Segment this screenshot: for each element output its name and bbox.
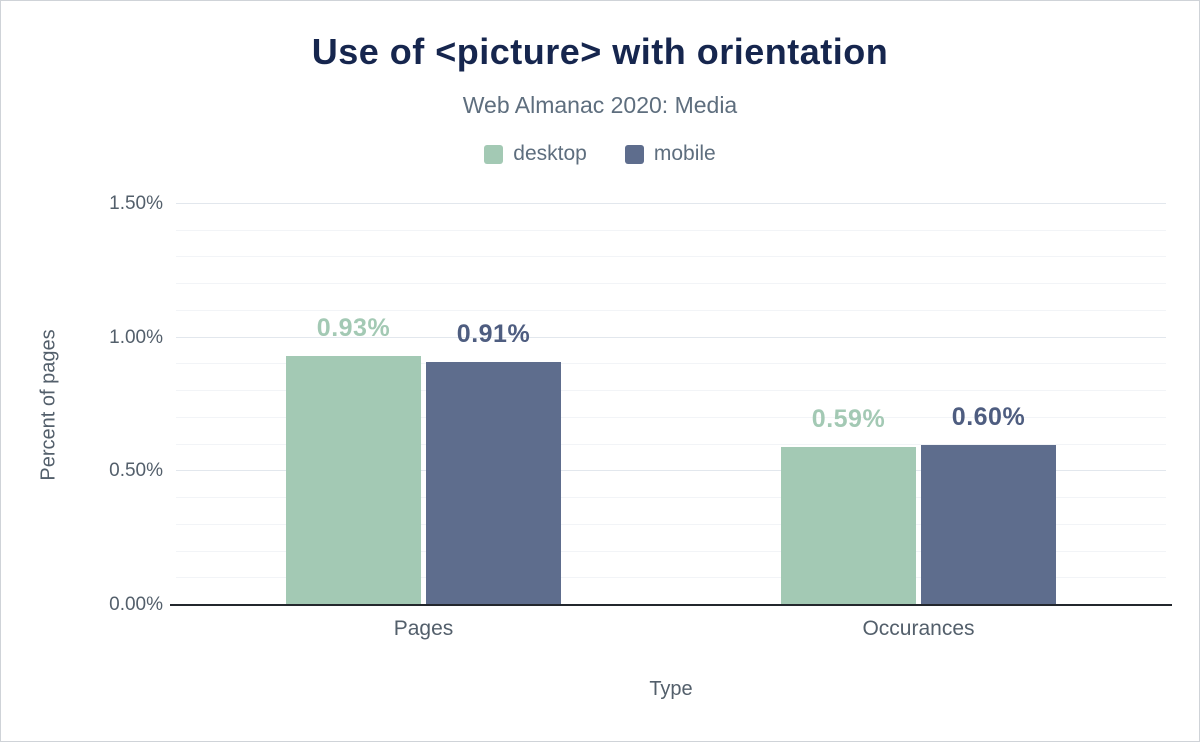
x-tick-label: Occurances <box>862 617 975 640</box>
plot-area: 0.93% 0.91% 0.59% 0.60% <box>170 203 1172 606</box>
x-tick-label: Pages <box>393 617 454 640</box>
minor-gridline <box>176 309 1166 311</box>
minor-gridline <box>176 283 1166 285</box>
legend-item-mobile[interactable]: mobile <box>624 142 716 166</box>
bar-group-pages: 0.93% 0.91% <box>176 204 671 605</box>
chart-subtitle: Web Almanac 2020: Media <box>462 92 738 118</box>
minor-gridline <box>176 416 1166 418</box>
minor-gridline <box>176 497 1166 499</box>
bar-value-label: 0.93% <box>316 314 391 343</box>
bar-column: 0.60% <box>921 403 1056 605</box>
legend-label: mobile <box>653 142 716 165</box>
y-tick-label: 0.00% <box>109 594 163 615</box>
minor-gridline <box>176 550 1166 552</box>
chart-title: Use of <picture> with orientation <box>311 31 889 72</box>
minor-gridline <box>176 577 1166 579</box>
x-axis-labels: Pages Occurances <box>176 617 1166 641</box>
minor-gridline <box>176 443 1166 445</box>
bar-value-label: 0.91% <box>456 319 531 348</box>
legend-item-desktop[interactable]: desktop <box>484 142 587 166</box>
minor-gridline <box>176 229 1166 231</box>
x-axis-line <box>170 604 1172 606</box>
bar-value-label: 0.60% <box>951 402 1026 431</box>
bar-desktop-occurances <box>781 447 916 605</box>
minor-gridline <box>176 363 1166 365</box>
minor-gridline <box>176 256 1166 258</box>
bar-desktop-pages <box>286 356 421 605</box>
x-axis-title: Type <box>649 678 693 700</box>
legend-label: desktop <box>513 142 587 165</box>
major-gridline <box>176 336 1166 338</box>
bar-group-occurances: 0.59% 0.60% <box>671 204 1166 605</box>
major-gridline <box>176 470 1166 472</box>
bar-value-label: 0.59% <box>811 405 886 434</box>
legend: desktop mobile <box>1 142 1199 166</box>
bar-column: 0.91% <box>426 320 561 605</box>
bar-mobile-occurances <box>921 444 1056 605</box>
bar-mobile-pages <box>426 361 561 605</box>
y-axis-ticks: 0.00% 0.50% 1.00% 1.50% <box>1 1 163 741</box>
bar-groups: 0.93% 0.91% 0.59% 0.60% <box>176 204 1166 605</box>
minor-gridline <box>176 523 1166 525</box>
legend-swatch-icon <box>624 144 644 164</box>
legend-swatch-icon <box>484 144 504 164</box>
major-gridline <box>176 203 1166 204</box>
bar-column: 0.93% <box>286 314 421 605</box>
y-tick-label: 1.00% <box>109 326 163 348</box>
y-tick-label: 0.50% <box>109 460 163 482</box>
bar-column: 0.59% <box>781 405 916 605</box>
minor-gridline <box>176 390 1166 392</box>
y-tick-label: 1.50% <box>109 193 163 214</box>
